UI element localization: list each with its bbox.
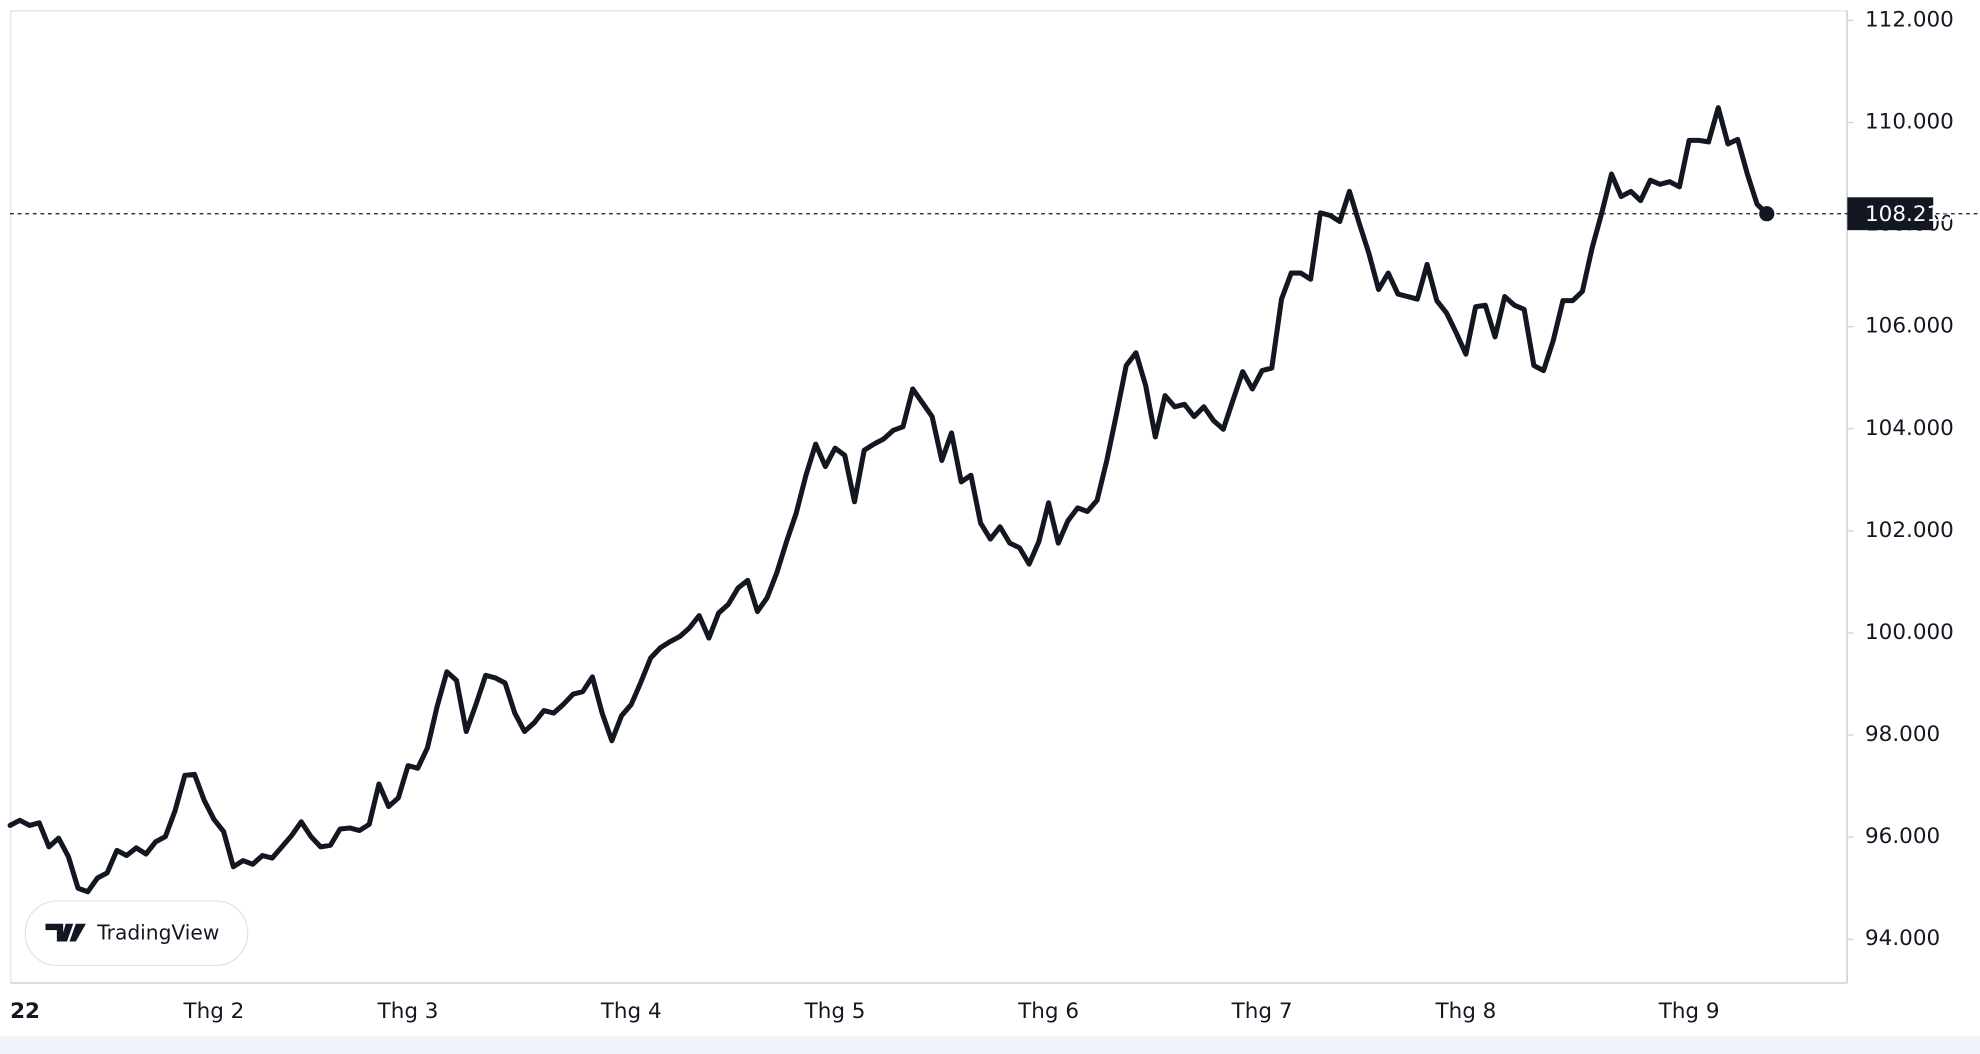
watermark-logo (45, 923, 86, 942)
x-axis: 2022 Thg 2 Thg 3 Thg 4 Thg 5 Thg 6 Thg 7 Thg 8 T… (0, 999, 1720, 1024)
x-tick-label: Thg 9 (1658, 999, 1720, 1024)
plot-area (7, 105, 1980, 895)
y-tick-label: 112.000 (1865, 7, 1954, 32)
x-tick-label: Thg 4 (600, 999, 662, 1024)
y-tick-label: 100.000 (1865, 620, 1954, 645)
bottom-strip (0, 1036, 1980, 1054)
y-tick-label: 94.000 (1865, 926, 1940, 951)
x-tick-label: Thg 2 (182, 999, 244, 1024)
watermark-badge (24, 900, 249, 967)
price-line (7, 105, 1770, 895)
y-tick-label: 110.000 (1865, 110, 1954, 135)
watermark: TradingView (24, 900, 249, 967)
y-tick-label: 96.000 (1865, 824, 1940, 849)
y-tick-label: 98.000 (1865, 722, 1940, 747)
x-tick-label: Thg 7 (1231, 999, 1293, 1024)
x-tick-label: 2022 (0, 999, 40, 1024)
plot-border (10, 10, 1848, 984)
x-tick-label: Thg 5 (804, 999, 866, 1024)
y-tick-label: 106.000 (1865, 314, 1954, 339)
last-point (1759, 206, 1775, 222)
last-price-box (1847, 197, 1934, 231)
watermark-text: TradingView (96, 920, 219, 944)
y-tick-label: 104.000 (1865, 416, 1954, 441)
x-tick-label: Thg 8 (1434, 999, 1496, 1024)
x-tick-label: Thg 6 (1017, 999, 1079, 1024)
y-tick-label: 102.000 (1865, 518, 1954, 543)
last-price-label: 108.213 (1865, 202, 1954, 227)
x-tick-label: Thg 3 (377, 999, 439, 1024)
